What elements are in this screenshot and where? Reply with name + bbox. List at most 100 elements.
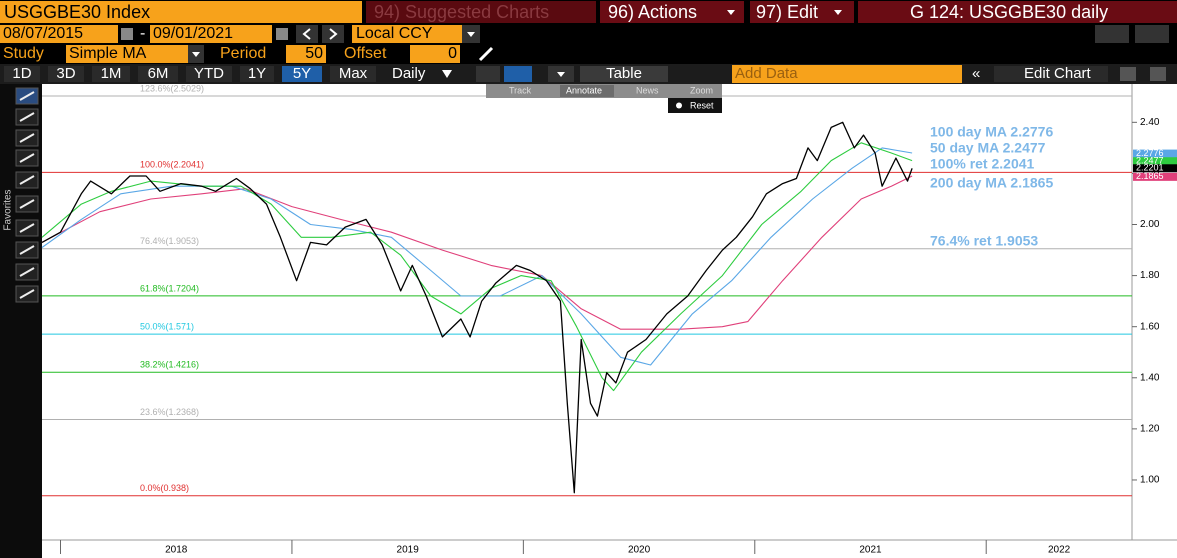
range-label: 1Y: [248, 65, 266, 82]
range-button[interactable]: [138, 66, 178, 82]
end-date-box[interactable]: [150, 25, 272, 43]
add-data: Add Data: [735, 65, 798, 82]
period: 50: [305, 45, 323, 62]
y-tick-label: 1.60: [1140, 321, 1160, 332]
security: USGGBE30 Index: [4, 2, 150, 22]
settings-icon[interactable]: [1120, 67, 1136, 81]
prev-arrow: [302, 28, 311, 40]
range-button[interactable]: [330, 66, 376, 82]
bar-icon[interactable]: [504, 66, 532, 82]
page-title: G 124: USGGBE30 daily: [910, 2, 1108, 22]
security-box[interactable]: [0, 1, 362, 23]
fib-label: 61.8%(1.7204): [140, 283, 199, 293]
range-label: 6M: [148, 65, 169, 82]
range-label: Max: [339, 65, 368, 82]
range-label: 5Y: [293, 65, 311, 82]
range-buttons: 1D 3D 1M 6M YTD 1Y 5Y Max: [4, 65, 376, 82]
tool-glyph: [19, 153, 35, 163]
dropdown-arrow: [557, 72, 565, 77]
reset: Reset: [690, 100, 714, 110]
offset: 0: [448, 45, 457, 62]
range-button[interactable]: [4, 66, 40, 82]
tool-icons: [15, 87, 39, 303]
plot-area: [42, 84, 1177, 558]
fib-label: 0.0%(0.938): [140, 483, 189, 493]
series-line: [41, 142, 913, 392]
x-tick-label: 2021: [859, 545, 882, 556]
actions-button[interactable]: [600, 1, 744, 23]
start-date: 08/07/2015: [3, 25, 83, 42]
undo-button[interactable]: [1095, 25, 1129, 43]
tool-glyph: [19, 223, 35, 233]
news[interactable]: News: [636, 85, 659, 95]
pen-icon[interactable]: [478, 46, 494, 62]
y-tick-label: 2.40: [1140, 117, 1160, 128]
table: Table: [606, 65, 642, 82]
actions: 96) Actions: [608, 2, 697, 22]
period-label: Period: [220, 45, 266, 62]
annotation: 76.4% ret 1.9053: [930, 233, 1038, 249]
calendar-icon[interactable]: [276, 28, 288, 40]
tool-glyph: [19, 133, 35, 143]
x-tick-label: 2018: [165, 545, 188, 556]
end-date: 09/01/2021: [153, 25, 233, 42]
study-box[interactable]: [66, 45, 188, 63]
dropdown-arrow: [467, 32, 475, 37]
value-tag-label: 2.2477: [1136, 156, 1164, 166]
edit-button[interactable]: [750, 1, 854, 23]
x-tick-label: 2019: [397, 545, 420, 556]
tool-glyph: [19, 199, 35, 209]
x-tick-label: 2020: [628, 545, 651, 556]
tool-glyph: [19, 112, 35, 122]
fib-label: 23.6%(1.2368): [140, 407, 199, 417]
fib-label: 38.2%(1.4216): [140, 360, 199, 370]
range-label: 1M: [101, 65, 122, 82]
y-tick-label: 1.00: [1140, 475, 1160, 486]
annotate-highlight: [560, 85, 614, 97]
offset-box[interactable]: [410, 45, 460, 63]
calendar-icon[interactable]: [121, 28, 133, 40]
period-box[interactable]: [286, 45, 326, 63]
add-data-box[interactable]: [732, 65, 962, 83]
start-date-box[interactable]: [0, 25, 118, 43]
edit-chart-button[interactable]: [994, 66, 1108, 82]
redo-button[interactable]: [1135, 25, 1169, 43]
y-tick-label: 1.80: [1140, 270, 1160, 281]
track[interactable]: Track: [509, 85, 532, 95]
next-button[interactable]: [322, 25, 344, 43]
reset-button[interactable]: [668, 98, 722, 113]
line-icon[interactable]: [476, 66, 500, 82]
study-label: Study: [3, 45, 44, 62]
reset-icon: [676, 102, 682, 109]
range-label: YTD: [194, 65, 224, 82]
value-tag: [1133, 149, 1177, 158]
tool-glyph: [19, 91, 35, 101]
suggested-button[interactable]: [366, 1, 596, 23]
value-tag: [1133, 172, 1177, 181]
annotate[interactable]: Annotate: [566, 85, 602, 95]
dropdown-arrow: [442, 70, 452, 78]
value-tag-label: 2.2776: [1136, 148, 1164, 158]
chart: 1.001.201.401.601.802.002.202.4020182019…: [41, 83, 1177, 556]
annotation: 50 day MA 2.2477: [930, 140, 1046, 156]
currency-box[interactable]: [352, 25, 462, 43]
range-button[interactable]: [92, 66, 130, 82]
fib-label: 100.0%(2.2041): [140, 160, 204, 170]
favorites: Favorites: [3, 189, 14, 230]
dropdown-arrow: [727, 10, 735, 15]
range-button[interactable]: [282, 66, 322, 82]
prev-button[interactable]: [296, 25, 318, 43]
gear-icon[interactable]: [1150, 67, 1166, 81]
collapse-icon[interactable]: «: [972, 65, 980, 82]
suggested: 94) Suggested Charts: [374, 2, 549, 22]
range-button[interactable]: [240, 66, 274, 82]
tool-glyph: [19, 245, 35, 255]
range-button[interactable]: [48, 66, 84, 82]
frequency[interactable]: Daily: [392, 65, 426, 82]
range-button[interactable]: [186, 66, 232, 82]
value-tag-label: 2.1865: [1136, 171, 1164, 181]
zoom[interactable]: Zoom: [690, 85, 713, 95]
table-button[interactable]: [580, 66, 668, 82]
fib-label: 76.4%(1.9053): [140, 236, 199, 246]
